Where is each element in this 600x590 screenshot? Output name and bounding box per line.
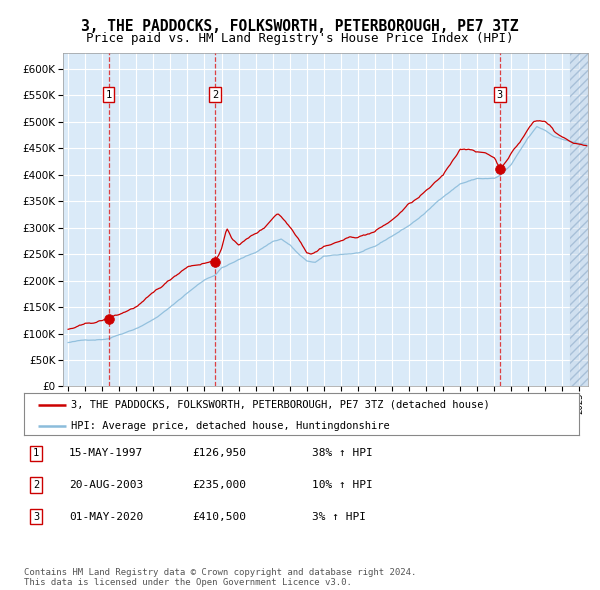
Text: £126,950: £126,950: [192, 448, 246, 458]
Text: 3: 3: [497, 90, 503, 100]
Text: 2: 2: [212, 90, 218, 100]
Text: HPI: Average price, detached house, Huntingdonshire: HPI: Average price, detached house, Hunt…: [71, 421, 390, 431]
Text: 1: 1: [106, 90, 112, 100]
Text: Price paid vs. HM Land Registry's House Price Index (HPI): Price paid vs. HM Land Registry's House …: [86, 32, 514, 45]
Text: £235,000: £235,000: [192, 480, 246, 490]
Text: 1: 1: [33, 448, 39, 458]
Text: 3, THE PADDOCKS, FOLKSWORTH, PETERBOROUGH, PE7 3TZ (detached house): 3, THE PADDOCKS, FOLKSWORTH, PETERBOROUG…: [71, 400, 490, 410]
Text: 3, THE PADDOCKS, FOLKSWORTH, PETERBOROUGH, PE7 3TZ: 3, THE PADDOCKS, FOLKSWORTH, PETERBOROUG…: [81, 19, 519, 34]
Text: Contains HM Land Registry data © Crown copyright and database right 2024.
This d: Contains HM Land Registry data © Crown c…: [24, 568, 416, 587]
Text: 2: 2: [33, 480, 39, 490]
Text: £410,500: £410,500: [192, 512, 246, 522]
Bar: [569, 53, 588, 386]
Text: 3: 3: [33, 512, 39, 522]
Text: 3% ↑ HPI: 3% ↑ HPI: [312, 512, 366, 522]
Bar: [569, 53, 588, 386]
Text: 01-MAY-2020: 01-MAY-2020: [69, 512, 143, 522]
Text: 15-MAY-1997: 15-MAY-1997: [69, 448, 143, 458]
Text: 10% ↑ HPI: 10% ↑ HPI: [312, 480, 373, 490]
Text: 20-AUG-2003: 20-AUG-2003: [69, 480, 143, 490]
Text: 38% ↑ HPI: 38% ↑ HPI: [312, 448, 373, 458]
